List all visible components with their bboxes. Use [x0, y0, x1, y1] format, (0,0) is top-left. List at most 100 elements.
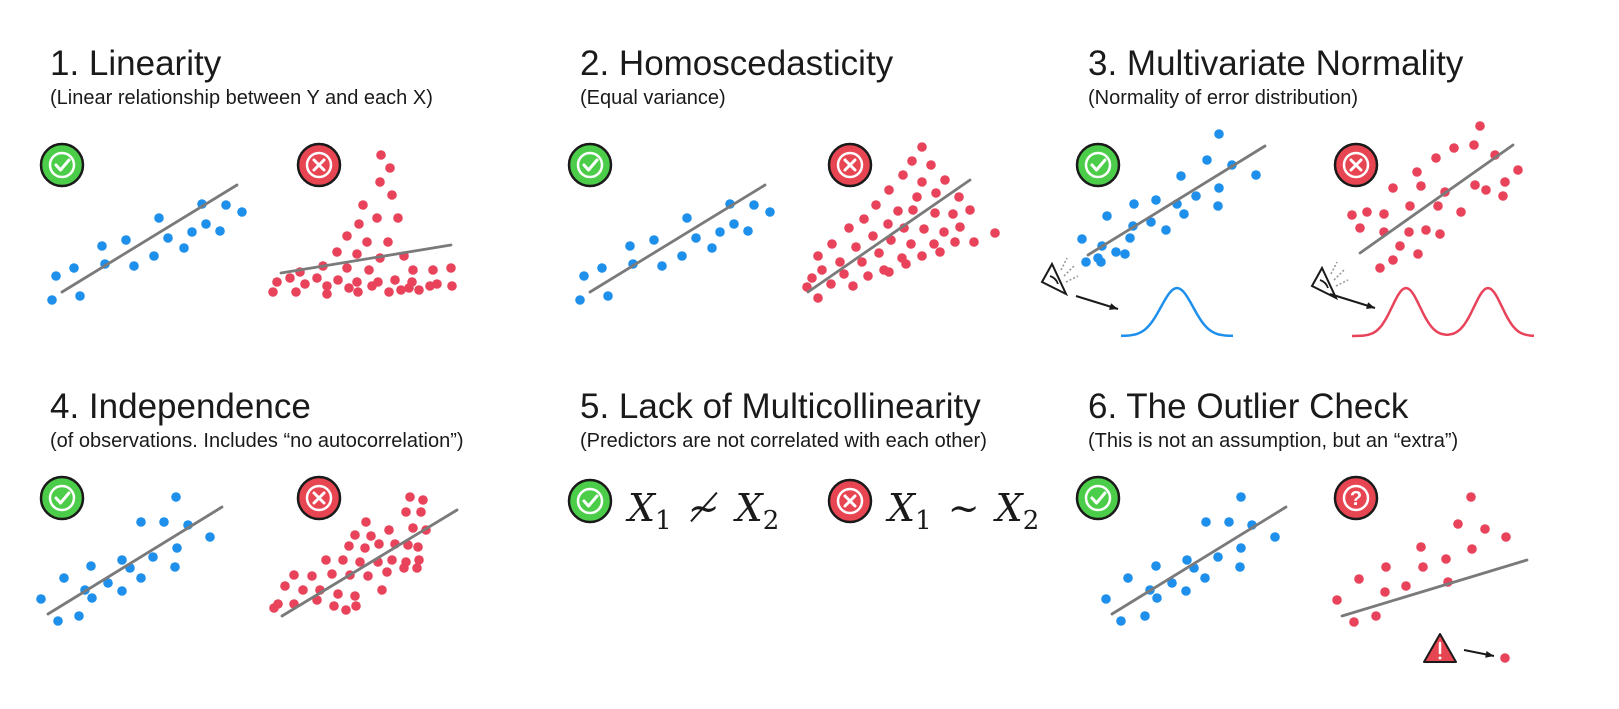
uncorrelated-expression: X1 ≁ X2	[628, 488, 779, 541]
regression-line	[60, 183, 239, 294]
data-point	[1236, 492, 1246, 502]
data-point	[354, 219, 364, 229]
data-point	[393, 213, 403, 223]
data-point	[1388, 183, 1398, 193]
regression-line	[46, 505, 224, 616]
data-point	[344, 541, 354, 551]
data-point	[1224, 517, 1234, 527]
data-point	[871, 200, 881, 210]
data-point	[1236, 543, 1246, 553]
data-point	[1449, 143, 1459, 153]
panel-subtitle: (Equal variance)	[580, 87, 726, 109]
data-point	[835, 257, 845, 267]
data-point	[333, 275, 343, 285]
data-point	[1466, 492, 1476, 502]
data-point	[87, 593, 97, 603]
data-point	[408, 265, 418, 275]
data-point	[322, 281, 332, 291]
data-point	[1111, 247, 1121, 257]
panel-title: 4. Independence	[50, 387, 311, 426]
data-point	[351, 601, 361, 611]
data-point	[372, 213, 382, 223]
data-point	[374, 539, 384, 549]
data-point	[807, 273, 817, 283]
data-point	[1354, 574, 1364, 584]
warning-icon	[1423, 633, 1457, 663]
data-point	[163, 233, 173, 243]
data-point	[352, 277, 362, 287]
svg-text:?: ?	[1350, 488, 1362, 510]
data-point	[425, 281, 435, 291]
data-point	[416, 507, 426, 517]
data-point	[1191, 191, 1201, 201]
eye-icon	[1040, 257, 1079, 297]
data-point	[1513, 165, 1523, 175]
data-point	[384, 525, 394, 535]
data-point	[1395, 241, 1405, 251]
data-point	[1469, 140, 1479, 150]
data-point	[917, 251, 927, 261]
data-point	[579, 271, 589, 281]
panel-title: 2. Homoscedasticity	[580, 44, 894, 83]
data-point	[813, 293, 823, 303]
data-point	[1214, 129, 1224, 139]
data-point	[1375, 263, 1385, 273]
arrow-icon	[1329, 293, 1376, 309]
data-point	[1123, 573, 1133, 583]
eye-icon	[1310, 261, 1349, 301]
data-point	[312, 273, 322, 283]
data-point	[384, 287, 394, 297]
data-point	[187, 227, 197, 237]
data-point	[47, 295, 57, 305]
data-point	[36, 594, 46, 604]
data-point	[1405, 201, 1415, 211]
data-point	[428, 265, 438, 275]
panel-subtitle: (of observations. Includes “no autocorre…	[50, 430, 464, 452]
data-point	[399, 563, 409, 573]
data-point	[935, 247, 945, 257]
data-point	[912, 192, 922, 202]
data-point	[414, 555, 424, 565]
data-point	[1200, 573, 1210, 583]
data-point	[1362, 207, 1372, 217]
data-point	[300, 279, 310, 289]
data-point	[269, 603, 279, 613]
data-point	[965, 205, 975, 215]
bad-scatter	[269, 492, 431, 615]
data-point	[1404, 227, 1414, 237]
data-point	[677, 251, 687, 261]
data-point	[59, 573, 69, 583]
data-point	[75, 291, 85, 301]
arrow-icon	[1075, 295, 1119, 310]
data-point	[1416, 181, 1426, 191]
data-point	[603, 291, 613, 301]
data-point	[1179, 209, 1189, 219]
data-point	[1441, 554, 1451, 564]
data-point	[851, 242, 861, 252]
data-point	[990, 228, 1000, 238]
data-point	[1102, 211, 1112, 221]
data-point	[917, 177, 927, 187]
data-point	[307, 571, 317, 581]
panel-title: 3. Multivariate Normality	[1088, 44, 1464, 83]
data-point	[898, 170, 908, 180]
data-point	[1235, 562, 1245, 572]
data-point	[272, 277, 282, 287]
data-point	[364, 265, 374, 275]
data-point	[154, 213, 164, 223]
regression-line	[1110, 505, 1288, 616]
data-point	[361, 517, 371, 527]
data-point	[377, 585, 387, 595]
data-point	[298, 585, 308, 595]
data-point	[97, 241, 107, 251]
data-point	[948, 209, 958, 219]
data-point	[1201, 517, 1211, 527]
check-icon	[39, 475, 85, 521]
data-point	[333, 589, 343, 599]
data-point	[1349, 617, 1359, 627]
data-point	[1418, 562, 1428, 572]
data-point	[1101, 594, 1111, 604]
data-point	[396, 285, 406, 295]
cross-icon	[296, 475, 342, 521]
data-point	[1182, 555, 1192, 565]
